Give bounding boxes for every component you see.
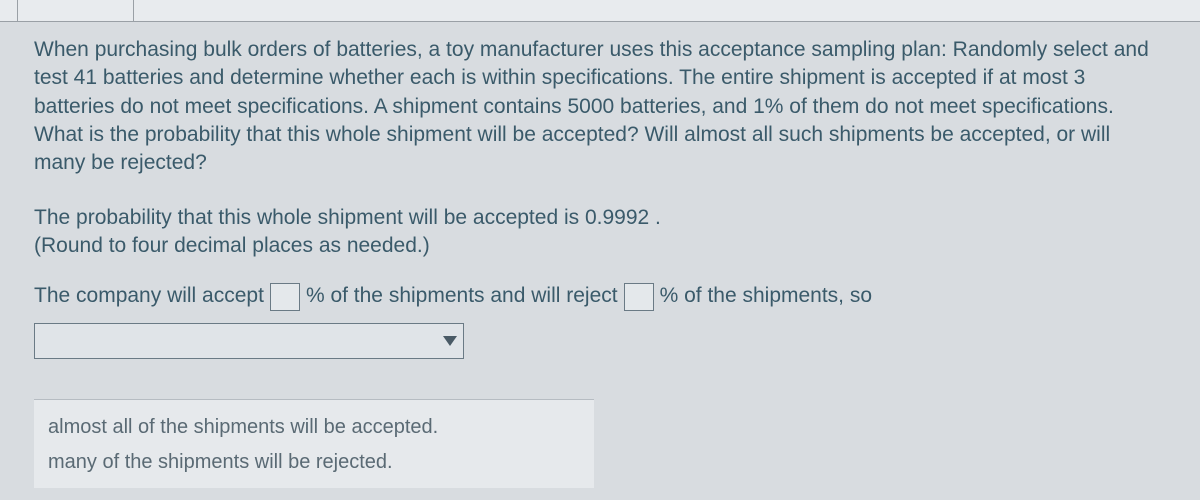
rounding-note: (Round to four decimal places as needed.… xyxy=(34,232,1166,260)
answer-prefix: The probability that this whole shipment… xyxy=(34,206,585,229)
answer-block: The probability that this whole shipment… xyxy=(34,204,1166,261)
fill-text-1: The company will accept xyxy=(34,282,264,310)
toolbar-strip xyxy=(0,0,1200,22)
chevron-down-icon xyxy=(443,336,457,346)
fill-in-line: The company will accept % of the shipmen… xyxy=(34,282,1166,310)
conclusion-dropdown-row xyxy=(34,321,1166,359)
conclusion-dropdown[interactable] xyxy=(34,323,464,359)
fill-text-2: % of the shipments and will reject xyxy=(306,282,618,310)
accept-percent-input[interactable] xyxy=(270,283,300,311)
fill-text-3: % of the shipments, so xyxy=(660,282,872,310)
dropdown-option[interactable]: many of the shipments will be rejected. xyxy=(48,445,580,480)
probability-answer-line: The probability that this whole shipment… xyxy=(34,204,1166,232)
toolbar-segment xyxy=(0,0,18,21)
dropdown-options-panel: almost all of the shipments will be acce… xyxy=(34,399,594,488)
probability-value: 0.9992 xyxy=(585,206,649,229)
dropdown-option[interactable]: almost all of the shipments will be acce… xyxy=(48,410,580,445)
reject-percent-input[interactable] xyxy=(624,283,654,311)
question-text: When purchasing bulk orders of batteries… xyxy=(34,36,1166,178)
toolbar-segment xyxy=(24,0,134,21)
question-content: When purchasing bulk orders of batteries… xyxy=(0,22,1200,488)
answer-suffix: . xyxy=(655,206,661,229)
